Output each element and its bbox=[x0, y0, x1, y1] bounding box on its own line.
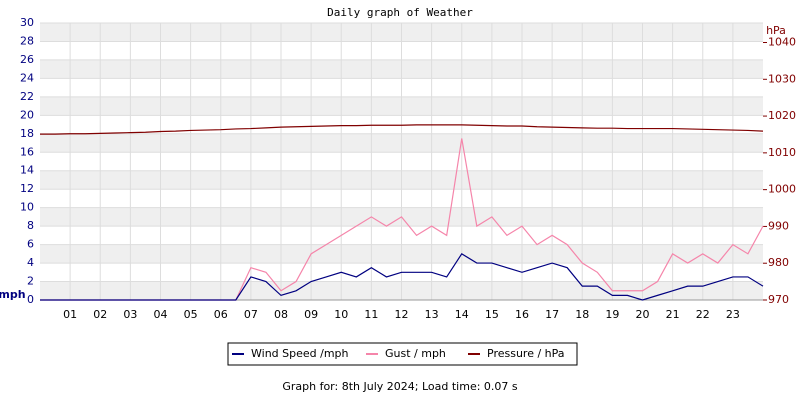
y2-tick-label: 1020 bbox=[768, 109, 796, 122]
y2-axis-label: hPa bbox=[766, 24, 786, 37]
x-tick-label: 09 bbox=[304, 308, 318, 321]
y-tick-label: 12 bbox=[20, 182, 34, 195]
y-tick-label: 0 bbox=[27, 293, 34, 306]
y-tick-label: 22 bbox=[20, 90, 34, 103]
plot bbox=[40, 22, 763, 301]
x-tick-label: 03 bbox=[123, 308, 137, 321]
y-tick-label: 6 bbox=[27, 238, 34, 251]
legend-label: Pressure / hPa bbox=[487, 347, 565, 360]
chart-title: Daily graph of Weather bbox=[327, 6, 473, 19]
y2-tick-label: 980 bbox=[768, 256, 789, 269]
x-tick-label: 17 bbox=[545, 308, 559, 321]
series-line bbox=[40, 124, 764, 135]
y-tick-label: 4 bbox=[27, 256, 34, 269]
x-tick-label: 11 bbox=[364, 308, 378, 321]
legend-box bbox=[227, 342, 578, 366]
series-line bbox=[40, 253, 764, 301]
x-tick-label: 13 bbox=[425, 308, 439, 321]
x-tick-label: 22 bbox=[696, 308, 710, 321]
y2-tick-label: 1030 bbox=[768, 72, 796, 85]
y-tick-label: 18 bbox=[20, 127, 34, 140]
y-tick-label: 24 bbox=[20, 71, 34, 84]
y-axis-label: mph bbox=[0, 288, 26, 301]
x-tick-label: 15 bbox=[485, 308, 499, 321]
y2-tick-label: 970 bbox=[768, 293, 789, 306]
x-tick-label: 20 bbox=[636, 308, 650, 321]
y2-tick-label: 1040 bbox=[768, 35, 796, 48]
x-tick-label: 19 bbox=[605, 308, 619, 321]
y-tick-label: 16 bbox=[20, 145, 34, 158]
x-tick-label: 04 bbox=[154, 308, 168, 321]
y-tick-label: 26 bbox=[20, 53, 34, 66]
y-tick-label: 2 bbox=[27, 275, 34, 288]
legend-label: Wind Speed /mph bbox=[251, 347, 349, 360]
x-tick-label: 05 bbox=[184, 308, 198, 321]
x-tick-label: 02 bbox=[93, 308, 107, 321]
y-tick-label: 10 bbox=[20, 201, 34, 214]
y-tick-label: 30 bbox=[20, 16, 34, 29]
y2-tick-label: 1000 bbox=[768, 183, 796, 196]
y-tick-label: 8 bbox=[27, 219, 34, 232]
x-tick-label: 23 bbox=[726, 308, 740, 321]
y2-tick-label: 1010 bbox=[768, 146, 796, 159]
x-tick-label: 18 bbox=[575, 308, 589, 321]
x-tick-label: 16 bbox=[515, 308, 529, 321]
x-tick-label: 06 bbox=[214, 308, 228, 321]
x-tick-label: 01 bbox=[63, 308, 77, 321]
x-tick-label: 07 bbox=[244, 308, 258, 321]
y-tick-label: 20 bbox=[20, 108, 34, 121]
x-tick-label: 14 bbox=[455, 308, 469, 321]
x-tick-label: 08 bbox=[274, 308, 288, 321]
x-tick-label: 10 bbox=[334, 308, 348, 321]
x-tick-label: 21 bbox=[666, 308, 680, 321]
x-tick-label: 12 bbox=[395, 308, 409, 321]
legend: Wind Speed /mph Gust / mph Pressure / hPa bbox=[232, 347, 565, 360]
y-tick-label: 14 bbox=[20, 164, 34, 177]
y2-tick-label: 990 bbox=[768, 219, 789, 232]
legend-label: Gust / mph bbox=[385, 347, 446, 360]
footer: Graph for: 8th July 2024; Load time: 0.0… bbox=[282, 380, 518, 393]
y-tick-label: 28 bbox=[20, 34, 34, 47]
